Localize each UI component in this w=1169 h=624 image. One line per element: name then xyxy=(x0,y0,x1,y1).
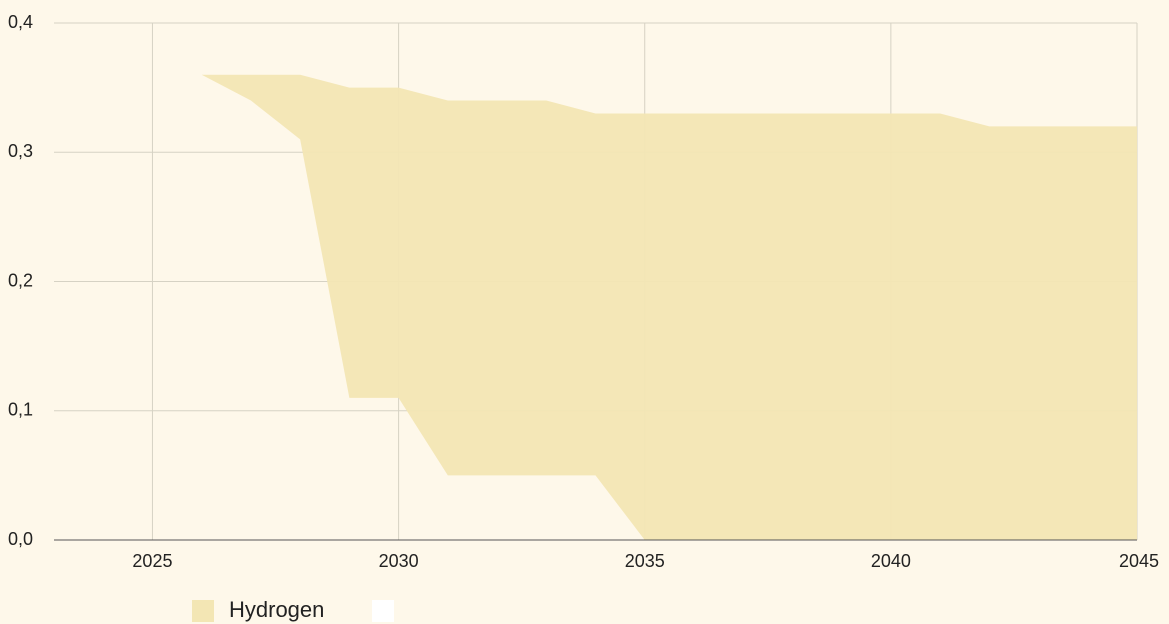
y-tick-label: 0,1 xyxy=(8,400,33,420)
x-tick-label: 2040 xyxy=(871,551,911,571)
x-tick-label: 2025 xyxy=(132,551,172,571)
range-area xyxy=(54,74,1137,540)
legend-swatch-empty xyxy=(372,600,394,622)
x-tick-label: 2035 xyxy=(625,551,665,571)
legend-swatch xyxy=(192,600,214,622)
y-tick-label: 0,4 xyxy=(8,12,33,32)
x-tick-label: 2045 xyxy=(1119,551,1159,571)
y-tick-label: 0,0 xyxy=(8,529,33,549)
y-tick-label: 0,3 xyxy=(8,141,33,161)
x-tick-label: 2030 xyxy=(379,551,419,571)
legend-label: Hydrogen xyxy=(229,597,324,622)
y-tick-label: 0,2 xyxy=(8,270,33,290)
